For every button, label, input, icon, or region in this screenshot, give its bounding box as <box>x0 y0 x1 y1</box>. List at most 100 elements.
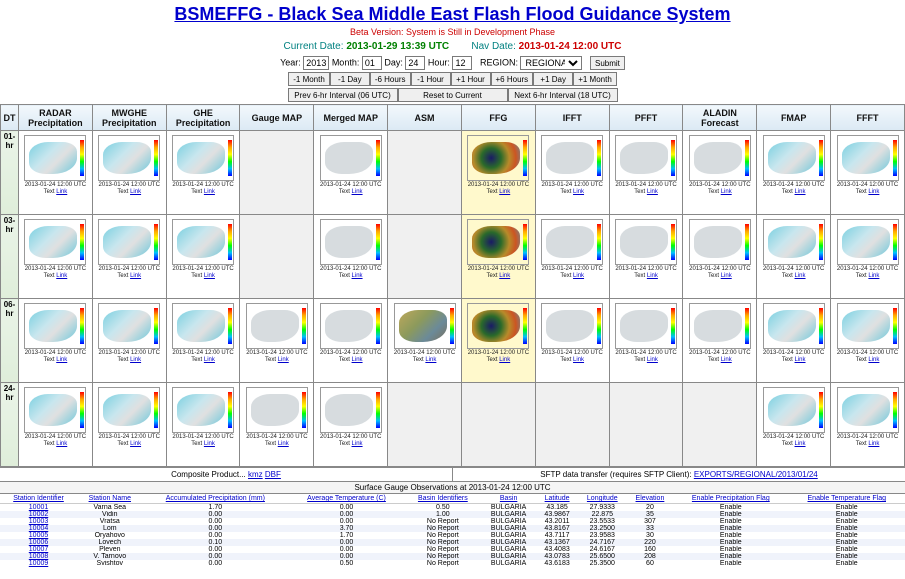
caption-link[interactable]: Link <box>868 273 879 279</box>
obs-column-header[interactable]: Basin <box>481 494 537 504</box>
sftp-link[interactable]: EXPORTS/REGIONAL/2013/01/24 <box>694 470 818 479</box>
product-thumbnail[interactable] <box>837 303 899 349</box>
composite-kmz-link[interactable]: kmz <box>248 470 263 479</box>
nav-button[interactable]: -1 Month <box>288 72 330 86</box>
caption-link[interactable]: Link <box>868 189 879 195</box>
caption-link[interactable]: Link <box>647 357 658 363</box>
caption-link[interactable]: Link <box>130 273 141 279</box>
product-thumbnail[interactable] <box>98 219 160 265</box>
obs-cell[interactable]: 10003 <box>0 518 77 525</box>
obs-cell[interactable]: 10005 <box>0 532 77 539</box>
caption-link[interactable]: Link <box>721 273 732 279</box>
product-thumbnail[interactable] <box>541 135 603 181</box>
obs-cell[interactable]: 10002 <box>0 511 77 518</box>
caption-link[interactable]: Link <box>204 273 215 279</box>
caption-link[interactable]: Link <box>573 189 584 195</box>
caption-link[interactable]: Link <box>499 273 510 279</box>
product-thumbnail[interactable] <box>394 303 456 349</box>
nav-button[interactable]: +6 Hours <box>491 72 534 86</box>
product-thumbnail[interactable] <box>172 219 234 265</box>
caption-link[interactable]: Link <box>130 441 141 447</box>
product-thumbnail[interactable] <box>615 219 677 265</box>
nav-button[interactable]: -6 Hours <box>370 72 411 86</box>
product-thumbnail[interactable] <box>837 219 899 265</box>
caption-link[interactable]: Link <box>352 273 363 279</box>
month-input[interactable] <box>362 56 382 70</box>
nav-button[interactable]: -1 Hour <box>411 72 451 86</box>
year-input[interactable] <box>303 56 329 70</box>
product-thumbnail[interactable] <box>467 219 529 265</box>
caption-link[interactable]: Link <box>204 441 215 447</box>
obs-cell[interactable]: 10009 <box>0 560 77 567</box>
hour-input[interactable] <box>452 56 472 70</box>
product-thumbnail[interactable] <box>172 387 234 433</box>
caption-link[interactable]: Link <box>352 357 363 363</box>
product-thumbnail[interactable] <box>541 219 603 265</box>
product-thumbnail[interactable] <box>615 303 677 349</box>
nav-button[interactable]: Reset to Current <box>398 88 508 102</box>
composite-dbf-link[interactable]: DBF <box>265 470 281 479</box>
obs-column-header[interactable]: Station Name <box>77 494 143 504</box>
obs-cell[interactable]: 10004 <box>0 525 77 532</box>
caption-link[interactable]: Link <box>868 357 879 363</box>
caption-link[interactable]: Link <box>204 357 215 363</box>
caption-link[interactable]: Link <box>352 189 363 195</box>
caption-link[interactable]: Link <box>425 357 436 363</box>
obs-column-header[interactable]: Latitude <box>536 494 577 504</box>
caption-link[interactable]: Link <box>573 357 584 363</box>
caption-link[interactable]: Link <box>573 273 584 279</box>
obs-column-header[interactable]: Enable Precipitation Flag <box>673 494 788 504</box>
product-thumbnail[interactable] <box>98 303 160 349</box>
product-thumbnail[interactable] <box>541 303 603 349</box>
caption-link[interactable]: Link <box>868 441 879 447</box>
nav-button[interactable]: Prev 6-hr Interval (06 UTC) <box>288 88 398 102</box>
product-thumbnail[interactable] <box>320 387 382 433</box>
caption-link[interactable]: Link <box>352 441 363 447</box>
product-thumbnail[interactable] <box>24 387 86 433</box>
product-thumbnail[interactable] <box>763 135 825 181</box>
obs-column-header[interactable]: Average Temperature (C) <box>288 494 405 504</box>
product-thumbnail[interactable] <box>763 387 825 433</box>
caption-link[interactable]: Link <box>278 441 289 447</box>
product-thumbnail[interactable] <box>246 303 308 349</box>
caption-link[interactable]: Link <box>499 189 510 195</box>
caption-link[interactable]: Link <box>647 189 658 195</box>
caption-link[interactable]: Link <box>795 441 806 447</box>
caption-link[interactable]: Link <box>499 357 510 363</box>
product-thumbnail[interactable] <box>24 219 86 265</box>
caption-link[interactable]: Link <box>56 273 67 279</box>
obs-cell[interactable]: 10007 <box>0 546 77 553</box>
nav-button[interactable]: +1 Month <box>573 72 617 86</box>
product-thumbnail[interactable] <box>689 219 751 265</box>
caption-link[interactable]: Link <box>204 189 215 195</box>
caption-link[interactable]: Link <box>56 357 67 363</box>
caption-link[interactable]: Link <box>130 189 141 195</box>
caption-link[interactable]: Link <box>278 357 289 363</box>
product-thumbnail[interactable] <box>689 135 751 181</box>
obs-column-header[interactable]: Elevation <box>627 494 673 504</box>
product-thumbnail[interactable] <box>689 303 751 349</box>
product-thumbnail[interactable] <box>837 135 899 181</box>
nav-button[interactable]: -1 Day <box>330 72 370 86</box>
product-thumbnail[interactable] <box>467 303 529 349</box>
product-thumbnail[interactable] <box>615 135 677 181</box>
region-select[interactable]: REGIONAL <box>520 56 582 70</box>
caption-link[interactable]: Link <box>795 273 806 279</box>
day-input[interactable] <box>405 56 425 70</box>
caption-link[interactable]: Link <box>795 189 806 195</box>
nav-button[interactable]: Next 6-hr Interval (18 UTC) <box>508 88 618 102</box>
caption-link[interactable]: Link <box>130 357 141 363</box>
product-thumbnail[interactable] <box>467 135 529 181</box>
obs-column-header[interactable]: Enable Temperature Flag <box>789 494 905 504</box>
product-thumbnail[interactable] <box>320 135 382 181</box>
caption-link[interactable]: Link <box>56 189 67 195</box>
product-thumbnail[interactable] <box>246 387 308 433</box>
caption-link[interactable]: Link <box>56 441 67 447</box>
nav-button[interactable]: +1 Day <box>533 72 573 86</box>
product-thumbnail[interactable] <box>763 303 825 349</box>
caption-link[interactable]: Link <box>647 273 658 279</box>
obs-cell[interactable]: 10008 <box>0 553 77 560</box>
obs-column-header[interactable]: Basin Identifiers <box>405 494 481 504</box>
submit-button[interactable]: Submit <box>590 56 625 70</box>
product-thumbnail[interactable] <box>24 135 86 181</box>
